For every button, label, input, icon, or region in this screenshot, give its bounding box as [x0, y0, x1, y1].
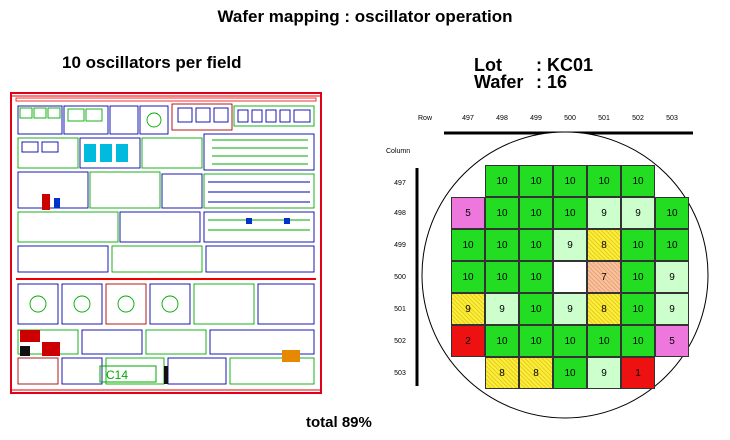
- wafer-cell-497-501: 9: [451, 293, 485, 325]
- wafer-cell-499-498: 10: [519, 197, 553, 229]
- wafer-cell-500-499: 9: [553, 229, 587, 261]
- column-label-497: 497: [394, 180, 406, 187]
- wafer-cell-498-502: 10: [485, 325, 519, 357]
- wafer-cell-498-497: 10: [485, 165, 519, 197]
- wafer-cell-501-503: 9: [587, 357, 621, 389]
- wafer-cell-502-501: 10: [621, 293, 655, 325]
- field-subtitle: 10 oscillators per field: [62, 53, 242, 72]
- wafer-cell-503-498: 10: [655, 197, 689, 229]
- row-label-501: 501: [598, 115, 610, 122]
- column-label-499: 499: [394, 242, 406, 249]
- wafer-cell-500-502: 10: [553, 325, 587, 357]
- chip-layout-image: C14: [10, 92, 322, 394]
- wafer-cell-499-503: 8: [519, 357, 553, 389]
- wafer-label: Wafer: [474, 72, 524, 92]
- row-label-498: 498: [496, 115, 508, 122]
- lot-value: : KC01: [536, 55, 594, 75]
- wafer-cell-498-499: 10: [485, 229, 519, 261]
- wafer-cell-497-502: 2: [451, 325, 485, 357]
- lot-label: Lot: [474, 55, 502, 75]
- wafer-cell-502-499: 10: [621, 229, 655, 261]
- wafer-cell-498-498: 10: [485, 197, 519, 229]
- wafer-cell-501-498: 9: [587, 197, 621, 229]
- wafer-cell-501-499: 8: [587, 229, 621, 261]
- column-label-503: 503: [394, 370, 406, 377]
- row-label-503: 503: [666, 115, 678, 122]
- wafer-cell-503-499: 10: [655, 229, 689, 261]
- wafer-cell-502-500: 10: [621, 261, 655, 293]
- svg-text:C14: C14: [106, 368, 128, 382]
- wafer-cell-499-499: 10: [519, 229, 553, 261]
- column-label-501: 501: [394, 306, 406, 313]
- wafer-value: : 16: [536, 72, 568, 92]
- row-axis-label: Row: [418, 115, 433, 122]
- wafer-cell-499-500: 10: [519, 261, 553, 293]
- wafer-cell-502-502: 10: [621, 325, 655, 357]
- wafer-cell-503-501: 9: [655, 293, 689, 325]
- page-title: Wafer mapping : oscillator operation: [217, 7, 513, 26]
- wafer-cell-498-501: 9: [485, 293, 519, 325]
- column-label-498: 498: [394, 210, 406, 217]
- total-yield: total 89%: [306, 414, 372, 431]
- wafer-cell-497-500: 10: [451, 261, 485, 293]
- wafer-cell-500-500: [553, 261, 587, 293]
- wafer-cell-498-500: 10: [485, 261, 519, 293]
- row-label-499: 499: [530, 115, 542, 122]
- wafer-cell-499-497: 10: [519, 165, 553, 197]
- wafer-cell-500-503: 10: [553, 357, 587, 389]
- row-label-500: 500: [564, 115, 576, 122]
- wafer-cell-499-502: 10: [519, 325, 553, 357]
- wafer-cell-500-497: 10: [553, 165, 587, 197]
- row-label-502: 502: [632, 115, 644, 122]
- column-label-502: 502: [394, 338, 406, 345]
- row-label-497: 497: [462, 115, 474, 122]
- wafer-cell-501-497: 10: [587, 165, 621, 197]
- wafer-cell-501-501: 8: [587, 293, 621, 325]
- wafer-cell-498-503: 8: [485, 357, 519, 389]
- wafer-cell-497-498: 5: [451, 197, 485, 229]
- wafer-cell-502-503: 1: [621, 357, 655, 389]
- wafer-cell-497-499: 10: [451, 229, 485, 261]
- wafer-cell-501-502: 10: [587, 325, 621, 357]
- wafer-cell-499-501: 10: [519, 293, 553, 325]
- column-label-500: 500: [394, 274, 406, 281]
- wafer-cell-500-498: 10: [553, 197, 587, 229]
- wafer-cell-503-502: 5: [655, 325, 689, 357]
- column-axis-label: Column: [386, 148, 411, 155]
- wafer-cell-500-501: 9: [553, 293, 587, 325]
- wafer-cell-501-500: 7: [587, 261, 621, 293]
- wafer-cell-502-498: 9: [621, 197, 655, 229]
- wafer-cell-502-497: 10: [621, 165, 655, 197]
- wafer-cell-503-500: 9: [655, 261, 689, 293]
